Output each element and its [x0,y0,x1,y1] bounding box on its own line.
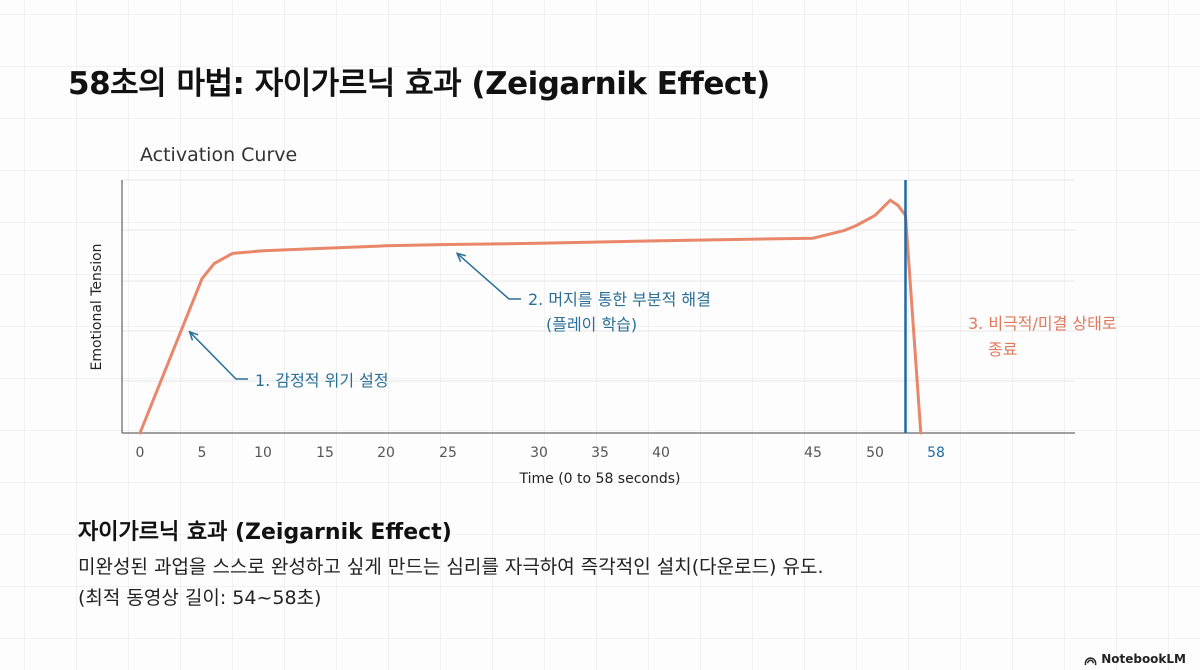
brand-label: NotebookLM [1101,652,1186,666]
annotation-2-text-line-1: 2. 머지를 통한 부분적 해결 [528,290,711,309]
x-tick-label-5: 5 [198,445,207,461]
section-heading: 자이가르닉 효과 (Zeigarnik Effect) [78,520,452,545]
annotation-2-arrowhead [455,252,466,262]
chart-title: Activation Curve [140,144,297,166]
notebooklm-brand: NotebookLM [1084,652,1186,666]
annotation-2-arrow [456,252,521,300]
x-tick-label-40: 40 [652,445,670,461]
grid-lines [122,179,1075,382]
x-tick-label-15: 15 [316,445,334,461]
tension-curve-line [138,198,923,435]
x-tick-label-35: 35 [591,445,609,461]
annotation-3: 3. 비극적/미결 상태로 종료 [968,314,1117,359]
annotation-2: 2. 머지를 통한 부분적 해결 (플레이 학습) [455,252,711,334]
description-line-1: 미완성된 과업을 스스로 완성하고 싶게 만드는 심리를 자극하여 즉각적인 설… [78,556,824,578]
annotation-1-arrow [189,331,248,380]
annotation-1-arrowhead [188,330,199,341]
x-tick-label-0: 0 [136,445,145,461]
x-tick-labels: 0 5 10 15 20 25 30 35 40 45 50 58 [136,445,945,461]
notebooklm-logo-icon [1084,656,1097,665]
x-tick-label-45: 45 [804,445,822,461]
description: 미완성된 과업을 스스로 완성하고 싶게 만드는 심리를 자극하여 즉각적인 설… [78,552,824,614]
description-line-2: (최적 동영상 길이: 54~58초) [78,587,322,609]
annotation-1: 1. 감정적 위기 설정 [188,330,389,390]
x-tick-label-30: 30 [530,445,548,461]
annotation-3-text-line-2: 종료 [988,340,1017,359]
x-tick-label-10: 10 [254,445,272,461]
page-title: 58초의 마법: 자이가르닉 효과 (Zeigarnik Effect) [68,66,770,102]
annotation-1-text: 1. 감정적 위기 설정 [255,371,389,390]
annotation-2-text-line-2: (플레이 학습) [546,315,637,334]
annotation-3-text-line-1: 3. 비극적/미결 상태로 [968,314,1117,333]
x-tick-label-50: 50 [866,445,884,461]
series-layer [138,198,923,435]
y-axis-label: Emotional Tension [89,243,105,370]
x-axis-label: Time (0 to 58 seconds) [519,471,681,487]
x-tick-label-25: 25 [439,445,457,461]
x-tick-label-58: 58 [927,445,945,461]
activation-curve-chart: Activation Curve 0 5 10 15 20 25 30 35 40 45 50 58 … [89,144,1117,487]
x-tick-label-20: 20 [377,445,395,461]
